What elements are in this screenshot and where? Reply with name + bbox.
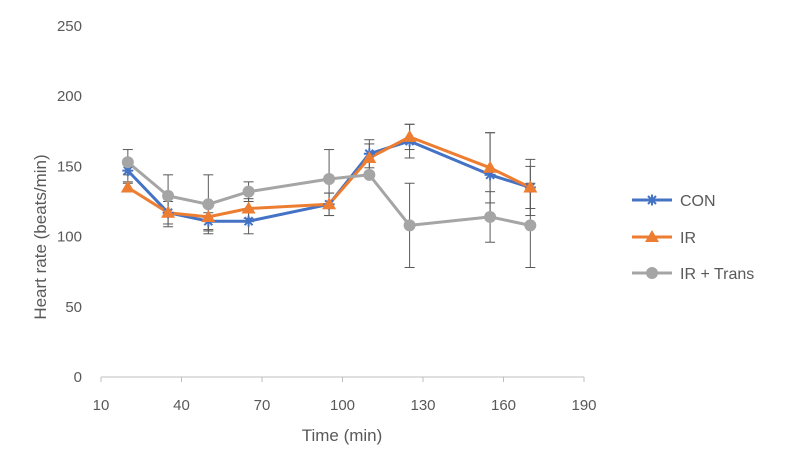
point-ir-trans-4 (323, 173, 336, 186)
point-ir-2 (201, 209, 216, 222)
point-ir-trans-5 (363, 168, 376, 181)
series-markers (120, 129, 538, 232)
legend-marker-ir-trans (646, 267, 658, 279)
x-tick-label-130: 130 (410, 397, 435, 414)
point-con-3 (243, 215, 255, 227)
x-tick-label-100: 100 (330, 397, 355, 414)
point-ir-5 (362, 150, 377, 163)
point-con-3-d2 (243, 216, 254, 226)
point-ir-8 (523, 180, 538, 193)
x-axis: 10 40 70 100 130 160 190 (93, 377, 597, 414)
point-con-0-d2 (123, 165, 133, 176)
legend-label-ir-trans: IR + Trans (680, 266, 754, 283)
point-ir-3 (241, 201, 256, 214)
point-ir-0 (120, 180, 135, 193)
point-ir-trans-1 (162, 189, 175, 202)
error-bars (122, 123, 536, 268)
point-con-0 (122, 165, 134, 177)
x-tick-label-160: 160 (491, 397, 516, 414)
point-ir-trans-7 (484, 210, 497, 223)
legend-marker-con (646, 194, 658, 206)
point-ir-4 (322, 197, 337, 210)
y-tick-label-100: 100 (57, 229, 82, 246)
x-axis-title: Time (min) (302, 426, 383, 445)
point-ir-trans-6 (403, 219, 416, 232)
point-ir-6 (402, 129, 417, 142)
y-tick-label-250: 250 (57, 18, 82, 35)
legend-marker-ir (645, 230, 659, 242)
y-tick-label-0: 0 (74, 369, 82, 386)
point-ir-trans-8 (524, 219, 537, 232)
point-ir-1 (161, 205, 176, 218)
y-axis-title: Heart rate (beats/min) (31, 154, 50, 319)
point-ir-trans-2 (202, 198, 215, 211)
x-tick-label-10: 10 (93, 397, 110, 414)
legend-marker-con-d2 (647, 195, 657, 205)
legend-label-con: CON (680, 193, 716, 210)
x-tick-label-190: 190 (571, 397, 596, 414)
y-tick-label-50: 50 (65, 299, 82, 316)
point-ir-7 (483, 160, 498, 173)
y-tick-label-150: 150 (57, 158, 82, 175)
point-ir-trans-3 (242, 185, 255, 198)
x-tick-label-40: 40 (173, 397, 190, 414)
point-ir-trans-0 (121, 156, 134, 169)
y-axis: 0 50 100 150 200 250 (57, 18, 82, 386)
legend-label-ir: IR (680, 230, 696, 247)
x-tick-label-70: 70 (254, 397, 271, 414)
y-tick-label-200: 200 (57, 88, 82, 105)
legend: CON IR IR + Trans (632, 193, 754, 283)
